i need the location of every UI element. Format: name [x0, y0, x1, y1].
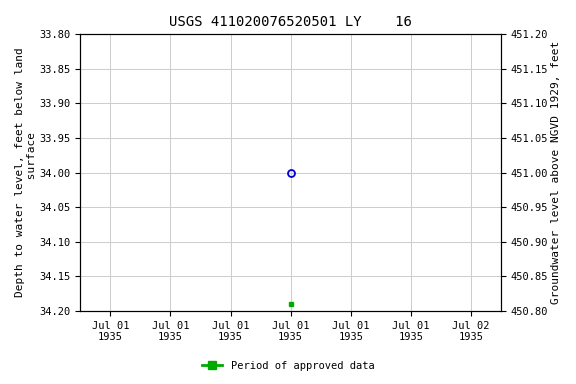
- Y-axis label: Groundwater level above NGVD 1929, feet: Groundwater level above NGVD 1929, feet: [551, 41, 561, 304]
- Y-axis label: Depth to water level, feet below land
     surface: Depth to water level, feet below land su…: [15, 48, 37, 298]
- Legend: Period of approved data: Period of approved data: [198, 357, 378, 375]
- Title: USGS 411020076520501 LY    16: USGS 411020076520501 LY 16: [169, 15, 412, 29]
